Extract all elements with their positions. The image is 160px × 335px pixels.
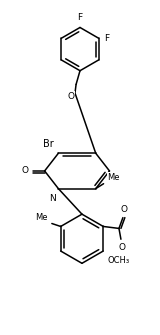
Text: O: O [118,243,125,252]
Text: Me: Me [108,173,120,182]
Text: O: O [22,166,29,176]
Text: OCH₃: OCH₃ [108,256,130,265]
Text: F: F [77,13,83,22]
Text: O: O [68,92,75,101]
Text: O: O [120,205,127,214]
Text: N: N [49,194,55,203]
Text: Br: Br [43,139,53,149]
Text: F: F [104,34,109,43]
Text: Me: Me [35,212,48,221]
